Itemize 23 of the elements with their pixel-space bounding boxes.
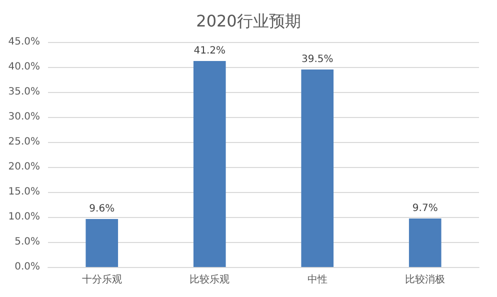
data-label: 9.7%	[412, 203, 438, 214]
y-tick-label: 5.0%	[14, 236, 40, 248]
y-tick-label: 25.0%	[8, 136, 40, 148]
chart-title: 2020行业预期	[196, 12, 301, 30]
bar	[86, 219, 118, 267]
y-tick-label: 35.0%	[8, 86, 40, 98]
y-tick-label: 20.0%	[8, 162, 40, 172]
data-label: 9.6%	[89, 204, 115, 214]
bar	[301, 70, 334, 267]
y-tick-label: 30.0%	[8, 112, 40, 122]
bar	[408, 218, 442, 267]
x-tick-label: 比较消极	[405, 274, 446, 286]
y-tick-label: 45.0%	[8, 36, 40, 48]
x-tick-label: 十分乐观	[82, 274, 122, 286]
y-tick-label: 0.0%	[14, 262, 40, 272]
data-label: 39.5%	[301, 54, 334, 65]
x-tick-label: 比较乐观	[190, 274, 230, 286]
bar	[193, 61, 226, 267]
y-tick-label: 10.0%	[8, 212, 40, 222]
y-tick-label: 40.0%	[8, 62, 40, 72]
x-tick-label: 中性	[307, 274, 328, 286]
y-tick-label: 15.0%	[8, 186, 40, 198]
data-label: 41.2%	[194, 46, 226, 56]
